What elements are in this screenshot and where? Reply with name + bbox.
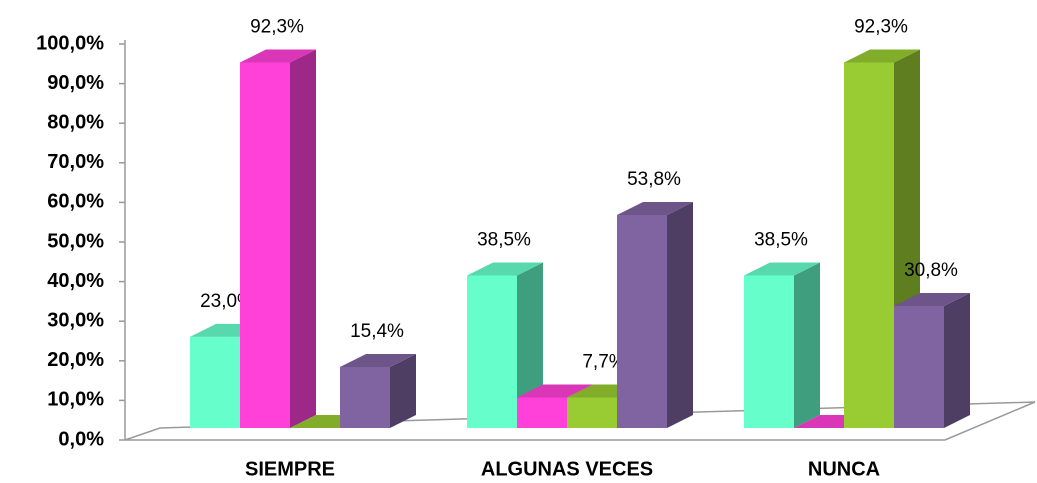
bar: [744, 262, 820, 428]
y-tick-label: 20,0%: [47, 349, 104, 371]
y-tick-label: 80,0%: [47, 111, 104, 133]
bar-front: [894, 306, 944, 428]
bar-side: [794, 262, 820, 428]
value-label: 38,5%: [754, 230, 808, 251]
bar-top: [517, 384, 593, 398]
y-tick-label: 10,0%: [47, 389, 104, 411]
bar-side: [517, 262, 543, 428]
bar-side: [944, 293, 970, 428]
bar-front: [744, 275, 794, 428]
y-tick-label: 90,0%: [47, 72, 104, 94]
bar-side: [290, 49, 316, 428]
value-label: 30,8%: [904, 260, 958, 281]
bar-top: [340, 354, 416, 368]
bar: [340, 354, 416, 428]
y-tick-label: 40,0%: [47, 270, 104, 292]
x-tick-label: SIEMPRE: [245, 458, 335, 480]
y-tick-label: 100,0%: [36, 32, 104, 54]
value-label: 38,5%: [477, 230, 531, 251]
bar-top: [617, 201, 693, 215]
bar: [617, 201, 693, 428]
y-tick-label: 50,0%: [47, 230, 104, 252]
bar-front: [567, 397, 617, 428]
bar: [467, 262, 543, 428]
bar-front: [467, 275, 517, 428]
bar-top: [240, 49, 316, 63]
y-tick-label: 30,0%: [47, 309, 104, 331]
value-label: 92,3%: [250, 17, 304, 38]
y-tick-label: 0,0%: [58, 428, 104, 450]
value-label: 7,7%: [582, 352, 625, 373]
value-label: 53,8%: [627, 169, 681, 190]
value-label: 92,3%: [854, 17, 908, 38]
bar: [240, 49, 316, 428]
x-tick-label: NUNCA: [808, 458, 880, 480]
bar-side: [667, 201, 693, 428]
bar-front: [340, 367, 390, 428]
bar-front: [517, 397, 567, 428]
bar-front: [617, 214, 667, 428]
bar-top: [467, 262, 543, 276]
bar-side: [390, 354, 416, 428]
y-tick-label: 70,0%: [47, 151, 104, 173]
x-tick-label: ALGUNAS VECES: [481, 458, 653, 480]
bar-top: [844, 49, 920, 63]
value-label: 15,4%: [350, 321, 404, 342]
bar-front: [240, 62, 290, 428]
bar-front: [844, 62, 894, 428]
y-tick-label: 60,0%: [47, 191, 104, 213]
bar-top: [894, 293, 970, 307]
bar-front: [190, 336, 240, 428]
bar: [894, 293, 970, 428]
bar-top: [744, 262, 820, 276]
